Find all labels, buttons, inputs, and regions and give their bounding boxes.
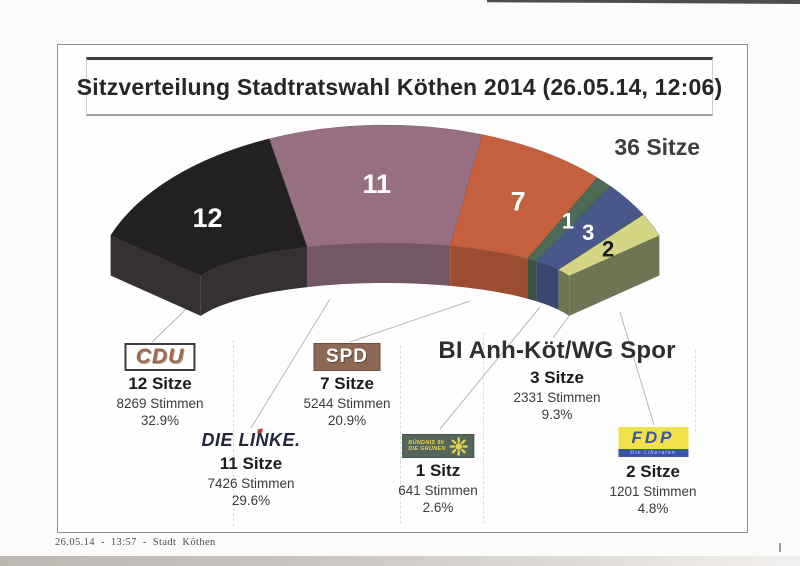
- seats-count: 2 Sitze: [626, 462, 680, 481]
- vote-percentage: 29.6%: [231, 493, 271, 508]
- vote-percentage: 2.6%: [422, 500, 454, 515]
- gruene-logo-text: BÜNDNIS 90 DIE GRÜNEN: [408, 440, 446, 452]
- fdp-logo: FDP Die Liberalen: [617, 427, 688, 457]
- votes-count: 1201 Stimmen: [609, 484, 697, 499]
- fdp-logo-subtext: Die Liberalen: [617, 449, 688, 457]
- vote-percentage: 4.8%: [637, 501, 669, 516]
- fdp-logo-text: FDP: [617, 427, 688, 449]
- seats-count: 3 Sitze: [530, 368, 584, 387]
- votes-count: 5244 Stimmen: [303, 396, 391, 411]
- party-label-BI Anh-Köt/WG Spor: BI Anh-Köt/WG Spor 3 Sitze 2331 Stimmen 9.3…: [438, 337, 675, 422]
- seats-count: 12 Sitze: [128, 374, 192, 393]
- gruene-logo: BÜNDNIS 90 DIE GRÜNEN: [402, 434, 474, 458]
- scan-artifact-top: [487, 0, 800, 4]
- seats-count: 1 Sitz: [415, 461, 461, 480]
- vote-percentage: 9.3%: [541, 407, 573, 422]
- footer-stamp: 26.05.14 - 13:57 - Stadt Köthen: [55, 537, 216, 548]
- scan-crease-line: [695, 350, 696, 432]
- total-seats-label: 36 Sitze: [614, 134, 700, 160]
- seats-count: 7 Sitze: [320, 374, 374, 393]
- vote-percentage: 32.9%: [140, 413, 180, 428]
- votes-count: 7426 Stimmen: [207, 476, 295, 491]
- votes-count: 2331 Stimmen: [513, 390, 601, 405]
- party-label-CDU: CDU 12 Sitze 8269 Stimmen 32.9%: [116, 343, 204, 428]
- die-linke-logo-text: DIE LINKE.: [201, 430, 301, 450]
- party-name-text: BI Anh-Köt/WG Spor: [438, 337, 676, 364]
- votes-count: 8269 Stimmen: [116, 396, 204, 411]
- scan-crease-line: [400, 346, 401, 524]
- page-title-text: Sitzverteilung Stadtratswahl Köthen 2014…: [76, 73, 723, 100]
- cdu-logo: CDU: [124, 343, 196, 371]
- party-label-SPD: SPD 7 Sitze 5244 Stimmen 20.9%: [303, 343, 391, 428]
- scan-artifact-bottom: [0, 556, 800, 566]
- scan-crease-line: [233, 340, 234, 526]
- votes-count: 641 Stimmen: [398, 483, 478, 498]
- seats-count: 11 Sitze: [219, 454, 283, 473]
- party-label-DIE LINKE: DIE LINKE. 11 Sitze 7426 Stimmen 29.6%: [201, 428, 301, 508]
- spd-logo: SPD: [313, 343, 381, 371]
- die-linke-logo: DIE LINKE.: [201, 428, 301, 451]
- party-label-BÜNDNIS 90/DIE GRÜNEN: BÜNDNIS 90 DIE GRÜNEN 1 Sitz 641 Stimmen 2.6…: [398, 431, 478, 515]
- vote-percentage: 20.9%: [327, 413, 367, 428]
- party-label-FDP: FDP Die Liberalen 2 Sitze 1201 Stimmen 4.8%: [609, 427, 697, 516]
- scan-crease-line: [483, 332, 484, 524]
- sunflower-icon: [449, 436, 468, 456]
- scan-artifact-edge-tick: [779, 543, 781, 552]
- page-title: Sitzverteilung Stadtratswahl Köthen 2014…: [77, 57, 722, 116]
